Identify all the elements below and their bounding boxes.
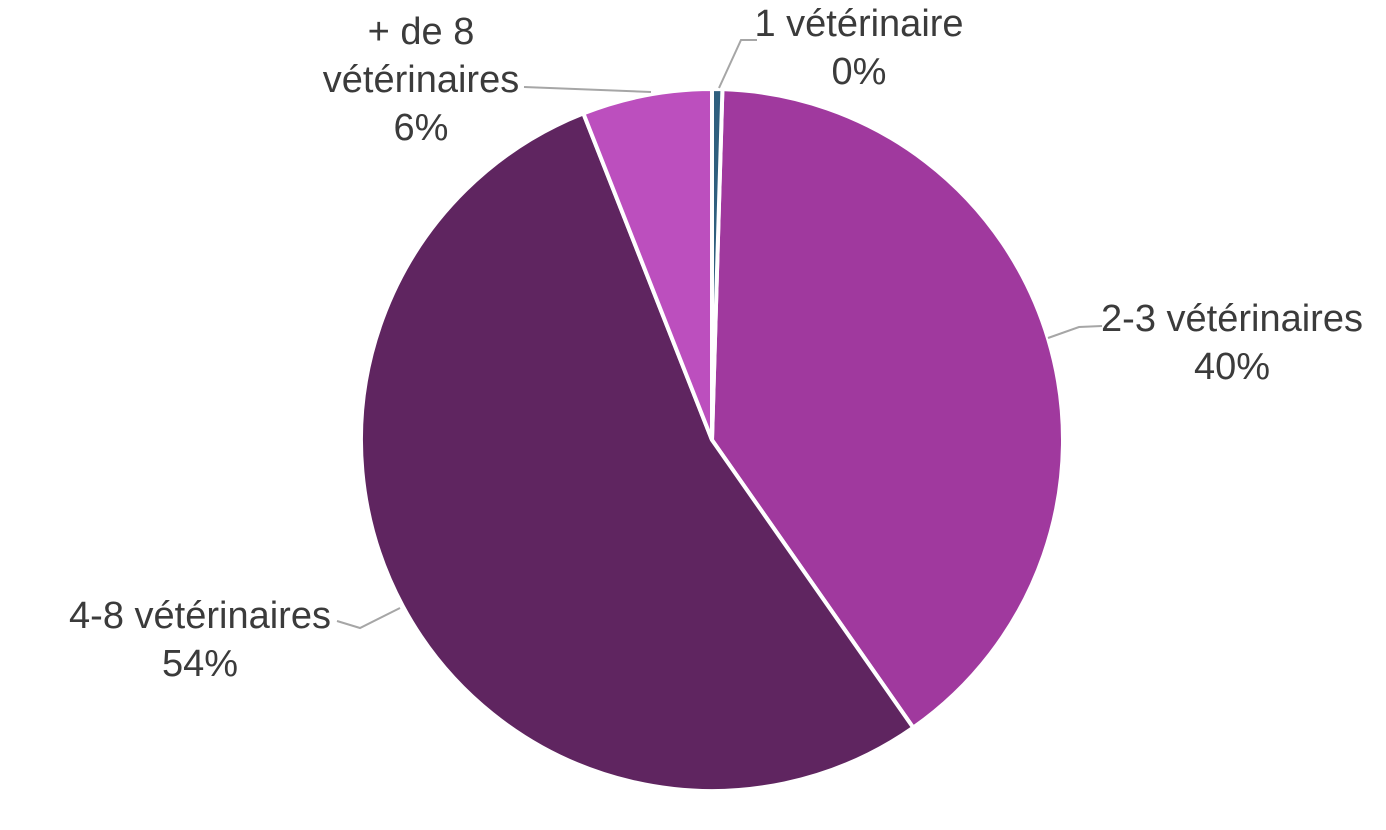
slice-label-2-3-veterinaires: 2-3 vétérinaires 40% bbox=[1101, 295, 1363, 391]
leader-lines bbox=[336, 39, 1103, 630]
slice-label-text: 2-3 vétérinaires bbox=[1101, 298, 1363, 340]
slice-label-4-8-veterinaires: 4-8 vétérinaires 54% bbox=[69, 592, 331, 688]
leader-line-1-v-t-rinaire bbox=[718, 39, 757, 89]
slice-label-pct: 40% bbox=[1193, 346, 1271, 388]
slice-label-pct: 54% bbox=[161, 643, 239, 685]
leader-line-de-8-v-t-rinaires bbox=[523, 86, 652, 93]
pie-slice-2-3-v-t-rinaires bbox=[709, 87, 1065, 731]
pie-slices bbox=[358, 86, 1065, 793]
pie-slice-4-8-v-t-rinaires bbox=[358, 110, 917, 793]
slice-label-plus-de-8-veterinaires: + de 8 vétérinaires 6% bbox=[301, 8, 541, 152]
slice-label-text: 4-8 vétérinaires bbox=[69, 595, 331, 637]
leader-line-2-3-v-t-rinaires bbox=[1047, 325, 1103, 339]
slice-label-pct: 6% bbox=[393, 107, 449, 149]
slice-label-1-veterinaire: 1 vétérinaire 0% bbox=[754, 0, 963, 96]
slice-label-pct: 0% bbox=[831, 51, 887, 93]
slice-label-text: + de 8 vétérinaires bbox=[322, 11, 520, 101]
slice-label-text: 1 vétérinaire bbox=[754, 3, 964, 45]
pie-slice-1-v-t-rinaire bbox=[710, 86, 725, 441]
pie-slice-de-8-v-t-rinaires bbox=[580, 86, 714, 441]
leader-line-4-8-v-t-rinaires bbox=[336, 607, 401, 630]
